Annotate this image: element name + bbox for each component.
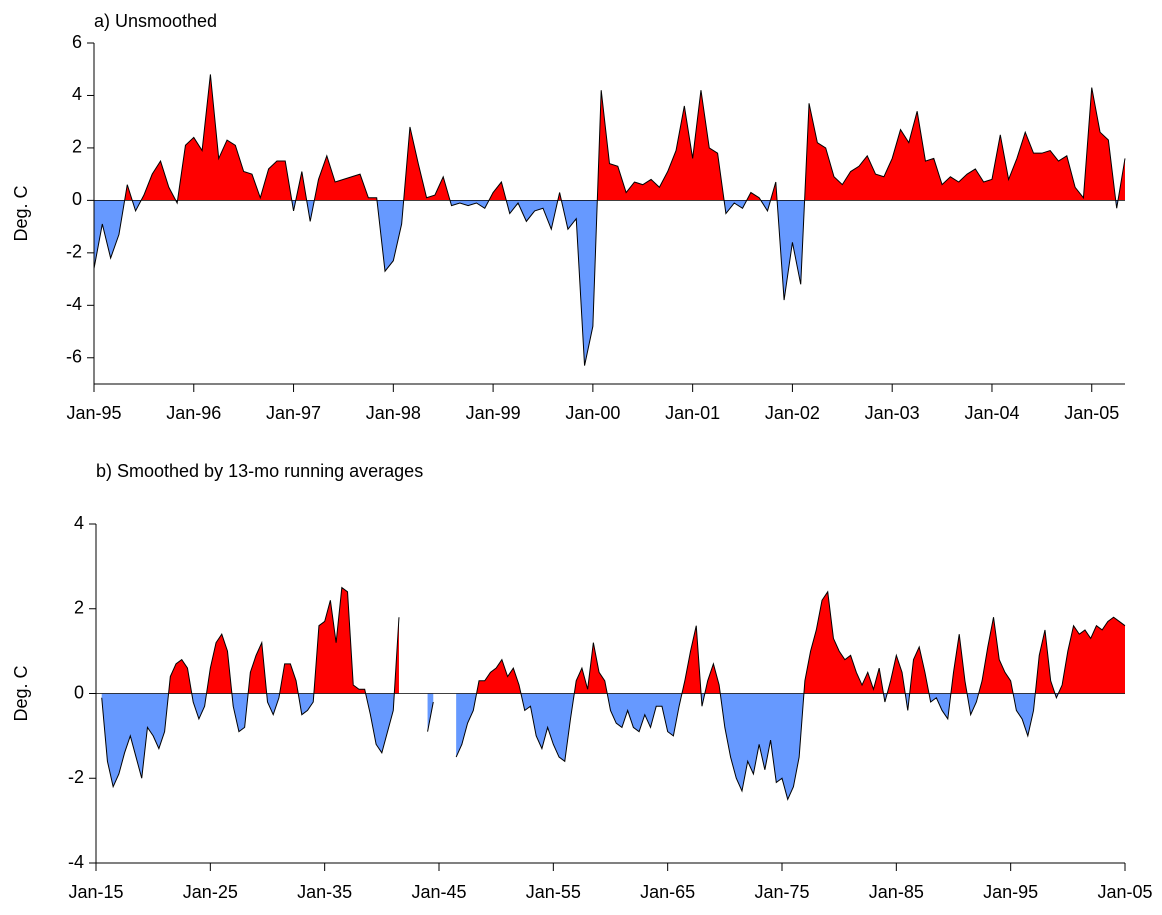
y-tick-label: 2 bbox=[74, 598, 84, 618]
x-tick-label: Jan-55 bbox=[526, 882, 581, 902]
x-tick-label: Jan-85 bbox=[869, 882, 924, 902]
y-tick-label: 4 bbox=[74, 513, 84, 533]
x-tick-label: Jan-35 bbox=[297, 882, 352, 902]
x-tick-label: Jan-96 bbox=[166, 403, 221, 423]
area-negative bbox=[101, 693, 1125, 800]
y-tick-label: 2 bbox=[72, 137, 82, 157]
y-tick-label: -4 bbox=[66, 294, 82, 314]
data-line bbox=[93, 74, 1126, 366]
x-tick-label: Jan-01 bbox=[665, 403, 720, 423]
y-axis-label: Deg. C bbox=[11, 665, 31, 721]
y-tick-label: -6 bbox=[66, 347, 82, 367]
x-tick-label: Jan-95 bbox=[983, 882, 1038, 902]
y-axis-label: Deg. C bbox=[11, 185, 31, 241]
x-tick-label: Jan-99 bbox=[466, 403, 521, 423]
x-tick-label: Jan-97 bbox=[266, 403, 321, 423]
x-tick-label: Jan-15 bbox=[68, 882, 123, 902]
x-tick-label: Jan-45 bbox=[411, 882, 466, 902]
y-tick-label: -2 bbox=[66, 242, 82, 262]
y-tick-label: 0 bbox=[72, 189, 82, 209]
x-tick-label: Jan-75 bbox=[754, 882, 809, 902]
x-tick-label: Jan-02 bbox=[765, 403, 820, 423]
area-positive bbox=[124, 74, 1125, 201]
x-tick-label: Jan-05 bbox=[1064, 403, 1119, 423]
y-tick-label: -4 bbox=[68, 852, 84, 872]
x-tick-label: Jan-04 bbox=[964, 403, 1019, 423]
y-tick-label: 6 bbox=[72, 32, 82, 52]
x-tick-label: Jan-03 bbox=[865, 403, 920, 423]
y-tick-label: -2 bbox=[68, 767, 84, 787]
data-line bbox=[101, 586, 1126, 801]
x-tick-label: Jan-98 bbox=[366, 403, 421, 423]
x-tick-label: Jan-65 bbox=[640, 882, 695, 902]
x-tick-label: Jan-25 bbox=[183, 882, 238, 902]
y-tick-label: 0 bbox=[74, 682, 84, 702]
x-tick-label: Jan-05 bbox=[1097, 882, 1152, 902]
area-negative bbox=[94, 200, 1125, 366]
y-tick-label: 4 bbox=[72, 84, 82, 104]
x-tick-label: Jan-95 bbox=[66, 403, 121, 423]
x-tick-label: Jan-00 bbox=[565, 403, 620, 423]
chart-title: b) Smoothed by 13-mo running averages bbox=[96, 461, 423, 481]
chart-title: a) Unsmoothed bbox=[94, 11, 217, 31]
